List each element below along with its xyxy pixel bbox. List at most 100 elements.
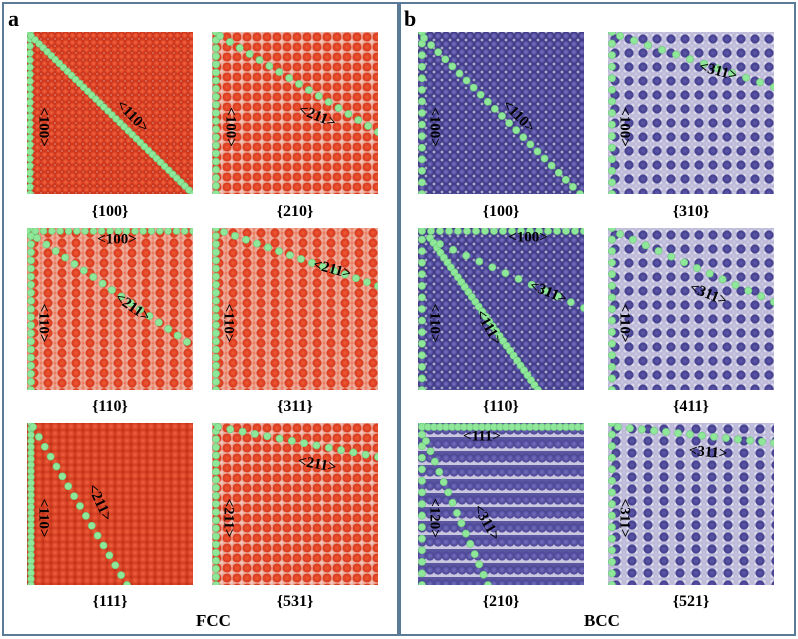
boundary-atom: [212, 581, 220, 585]
boundary-atom: [756, 78, 764, 87]
boundary-atom: [27, 155, 34, 163]
boundary-atom: [40, 442, 49, 451]
boundary-atom: [46, 452, 55, 461]
boundary-atom: [99, 541, 108, 550]
boundary-atom: [491, 105, 499, 113]
boundary-atom: [27, 91, 34, 100]
boundary-atom: [527, 280, 536, 289]
boundary-atom: [526, 140, 535, 149]
boundary-atom: [27, 228, 31, 235]
boundary-atom: [608, 534, 616, 543]
boundary-atom: [742, 73, 750, 82]
boundary-atom: [519, 133, 528, 142]
plane-caption: {110}: [483, 398, 519, 415]
boundary-atom: [608, 386, 616, 390]
boundary-atom: [275, 434, 284, 443]
boundary-atom: [225, 38, 234, 46]
boundary-atom: [461, 529, 470, 538]
boundary-atom: [354, 116, 363, 124]
atom-map-bcc-521: <311> <311>: [608, 423, 774, 585]
boundary-atom: [608, 132, 616, 141]
boundary-atom: [418, 386, 426, 390]
boundary-atom: [136, 305, 145, 314]
boundary-atom: [435, 467, 444, 476]
boundary-atom: [436, 240, 444, 248]
boundary-atom: [420, 34, 428, 42]
boundary-atom: [212, 451, 220, 460]
boundary-atom: [698, 431, 706, 440]
boundary-atom: [418, 178, 426, 187]
boundary-atom: [98, 279, 107, 288]
boundary-atom: [212, 516, 220, 525]
boundary-atom: [212, 564, 220, 573]
boundary-atom: [514, 275, 523, 283]
boundary-atom: [29, 423, 37, 431]
boundary-atoms: [27, 32, 193, 194]
boundary-atom: [718, 275, 727, 284]
boundary-atom: [418, 316, 426, 325]
boundary-atom: [638, 425, 646, 434]
boundary-atom: [164, 228, 172, 235]
boundary-atom: [680, 258, 689, 267]
boundary-atom: [418, 488, 426, 497]
boundary-atom: [27, 297, 35, 305]
boundary-atom: [27, 63, 34, 71]
boundary-atom: [630, 36, 638, 45]
boundary-atom: [212, 141, 220, 150]
boundary-atom: [164, 325, 173, 333]
boundary-atom: [479, 570, 488, 579]
boundary-atom: [235, 44, 244, 52]
boundary-atom: [226, 425, 235, 434]
boundary-atom: [42, 240, 51, 249]
boundary-atom: [374, 282, 378, 290]
boundary-atom: [27, 369, 35, 378]
boundary-atom: [27, 183, 34, 191]
plane-caption: {210}: [276, 203, 314, 220]
boundary-atom: [27, 105, 34, 114]
boundary-atom: [275, 68, 284, 76]
boundary-atom: [499, 228, 507, 235]
boundary-atom: [212, 92, 220, 101]
boundary-atom: [571, 228, 579, 235]
boundary-atom: [212, 173, 220, 182]
boundary-atom: [757, 292, 766, 301]
boundary-atom: [27, 288, 35, 297]
boundary-atom: [212, 556, 220, 565]
plane-caption: {521}: [672, 593, 710, 610]
boundary-atom: [608, 281, 616, 290]
boundary-atom: [212, 297, 220, 305]
structure-label-bcc: BCC: [584, 611, 620, 630]
boundary-atom: [27, 581, 35, 585]
boundary-atom: [349, 448, 358, 457]
boundary-atom: [27, 176, 34, 184]
boundary-atom: [418, 500, 426, 508]
boundary-atom: [212, 377, 220, 386]
boundary-atoms: [27, 423, 131, 585]
boundary-atom: [608, 305, 616, 313]
direction-label: <311>: [688, 442, 729, 463]
boundary-atom: [251, 430, 259, 438]
boundary-atom: [758, 437, 766, 446]
direction-label: <110>: [35, 498, 52, 538]
boundary-atom: [744, 286, 753, 295]
boundary-atom: [212, 60, 220, 69]
boundary-atoms: [608, 32, 774, 194]
boundary-atom: [418, 442, 426, 451]
boundary-atom: [418, 511, 426, 520]
boundary-atom: [352, 274, 360, 283]
boundary-atom: [533, 147, 542, 156]
direction-label: <110>: [35, 303, 52, 343]
boundary-atom: [466, 539, 475, 548]
boundary-atom: [33, 234, 41, 242]
boundary-atom: [27, 345, 35, 354]
panel-fcc: [2, 2, 399, 636]
boundary-atom: [418, 453, 426, 462]
direction-label: <100>: [35, 107, 52, 147]
boundary-atom: [608, 190, 616, 194]
boundary-atom: [418, 97, 426, 106]
boundary-atom: [214, 423, 222, 431]
boundary-atom: [123, 581, 131, 585]
boundary-atom: [672, 50, 680, 59]
direction-label: <120>: [426, 498, 443, 538]
boundary-atom: [418, 465, 426, 474]
